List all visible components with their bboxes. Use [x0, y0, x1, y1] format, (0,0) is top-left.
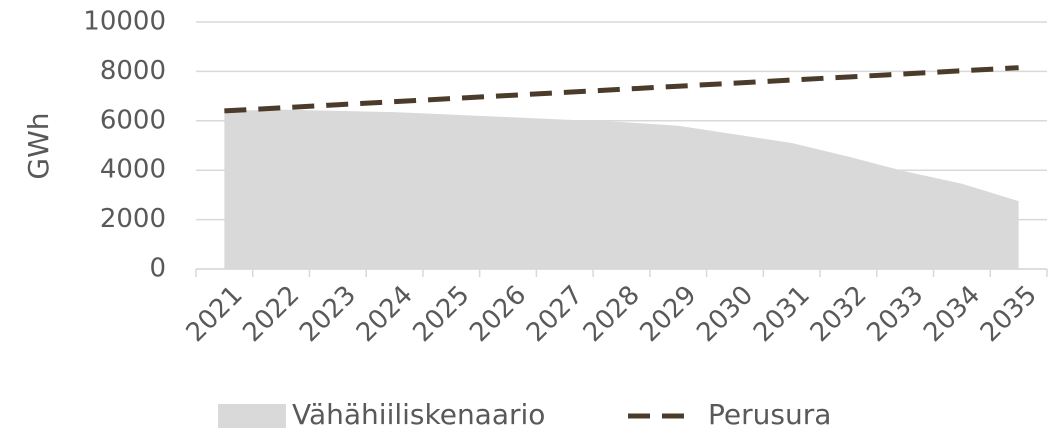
x-tick-label: 2027 — [521, 280, 589, 348]
y-tick-label: 0 — [149, 254, 166, 284]
y-tick-label: 8000 — [100, 56, 166, 86]
x-tick-label: 2022 — [237, 280, 305, 348]
y-tick-label: 6000 — [100, 105, 166, 135]
x-tick-label: 2026 — [464, 280, 532, 348]
x-tick-label: 2028 — [578, 280, 646, 348]
y-tick-label: 2000 — [100, 204, 166, 234]
legend-label: Perusura — [708, 398, 831, 431]
y-tick-label: 10000 — [83, 7, 166, 37]
x-tick-label: 2025 — [408, 280, 476, 348]
y-axis-label: GWh — [22, 112, 55, 179]
x-tick-label: 2034 — [918, 280, 986, 348]
line — [224, 65, 1019, 114]
x-tick-label: 2029 — [634, 280, 702, 348]
legend-swatch — [218, 404, 286, 428]
x-tick-label: 2031 — [748, 280, 816, 348]
y-tick-label: 4000 — [100, 155, 166, 185]
x-tick-label: 2024 — [351, 280, 419, 348]
area — [224, 109, 1019, 269]
x-tick-label: 2033 — [861, 280, 929, 348]
x-tick-label: 2035 — [975, 280, 1043, 348]
x-tick-label: 2023 — [294, 280, 362, 348]
x-tick-label: 2021 — [181, 280, 249, 348]
x-tick-label: 2032 — [805, 280, 873, 348]
x-tick-label: 2030 — [691, 280, 759, 348]
legend-label: Vähähiiliskenaario — [292, 398, 545, 431]
